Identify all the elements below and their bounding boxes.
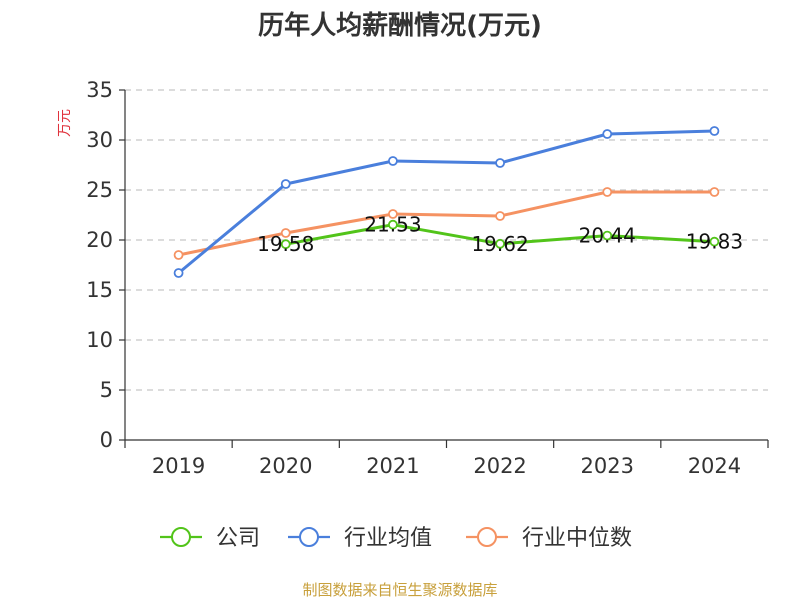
series-point (280, 179, 291, 189)
series-point (602, 129, 613, 139)
x-tick-label: 2021 (366, 454, 419, 478)
series-point (495, 211, 505, 221)
legend-label: 行业均值 (344, 526, 432, 551)
series-point (388, 219, 398, 230)
y-axis-label: 万元 (57, 109, 73, 137)
y-tick-label: 15 (86, 278, 113, 302)
y-tick-label: 0 (100, 428, 113, 452)
legend-marker (299, 527, 319, 547)
chart-title: 历年人均薪酬情况(万元) (258, 10, 542, 41)
data-labels: 19.58 21.53 19.62 20.44 19.83 (257, 213, 743, 257)
legend: 公司 行业均值 行业中位数 (160, 526, 632, 551)
legend-label: 公司 (216, 526, 260, 551)
series-point (602, 230, 613, 241)
series-point (709, 187, 720, 197)
series-line (178, 190, 715, 257)
series-line (177, 129, 715, 275)
series-point (495, 238, 505, 249)
series-point (280, 228, 291, 238)
x-tick-label: 2020 (259, 454, 312, 478)
grid (125, 89, 768, 391)
series-point (709, 126, 720, 136)
axes: 0 5 10 15 20 25 30 35 2019 2020 2021 2022 2023 2024 (86, 78, 769, 478)
y-tick-label: 35 (86, 78, 113, 102)
legend-marker (171, 527, 191, 547)
data-label: 19.62 (471, 232, 528, 256)
series-point (388, 209, 398, 219)
series-layer (173, 126, 720, 278)
y-tick-label: 20 (86, 228, 113, 252)
series-point (280, 239, 291, 250)
series-point (388, 156, 398, 166)
legend-label: 行业中位数 (522, 526, 632, 551)
data-label: 19.83 (686, 230, 743, 254)
x-tick-label: 2022 (473, 454, 526, 478)
y-tick-label: 10 (86, 328, 113, 352)
source-note: 制图数据来自恒生聚源数据库 (302, 581, 497, 599)
legend-marker (477, 527, 497, 547)
data-label: 20.44 (579, 224, 636, 248)
series-point (173, 268, 184, 278)
series-point (602, 187, 613, 197)
x-tick-label: 2024 (688, 454, 741, 478)
y-tick-label: 25 (86, 178, 113, 202)
y-tick-label: 30 (86, 128, 113, 152)
y-tick-label: 5 (100, 378, 113, 402)
series-point (495, 158, 505, 168)
data-label: 19.58 (257, 232, 314, 256)
series-point (709, 236, 720, 247)
data-label: 21.53 (364, 213, 421, 237)
series-point (173, 250, 184, 260)
x-tick-label: 2023 (581, 454, 634, 478)
x-tick-label: 2019 (152, 454, 205, 478)
